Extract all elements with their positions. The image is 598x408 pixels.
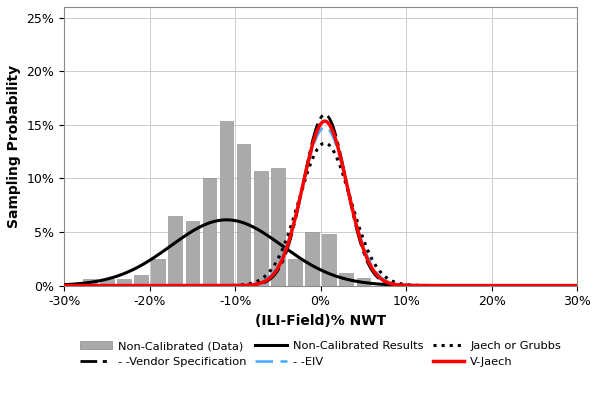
Bar — [117, 279, 131, 286]
Bar — [203, 178, 216, 286]
Bar — [271, 168, 285, 286]
Bar — [305, 232, 319, 286]
Y-axis label: Sampling Probability: Sampling Probability — [7, 65, 21, 228]
Bar — [83, 279, 97, 286]
Bar — [288, 259, 302, 286]
Bar — [169, 216, 182, 286]
Bar — [322, 234, 336, 286]
X-axis label: (ILI-Field)% NWT: (ILI-Field)% NWT — [255, 314, 386, 328]
Bar — [254, 171, 267, 286]
Bar — [185, 221, 199, 286]
Bar — [356, 278, 370, 286]
Bar — [340, 273, 353, 286]
Bar — [134, 275, 148, 286]
Bar — [151, 259, 165, 286]
Bar — [219, 120, 233, 286]
Bar — [100, 279, 114, 286]
Bar — [237, 144, 251, 286]
Legend: Non-Calibrated (Data), - -Vendor Specification, Non-Calibrated Results, - -EIV, : Non-Calibrated (Data), - -Vendor Specifi… — [80, 341, 561, 367]
